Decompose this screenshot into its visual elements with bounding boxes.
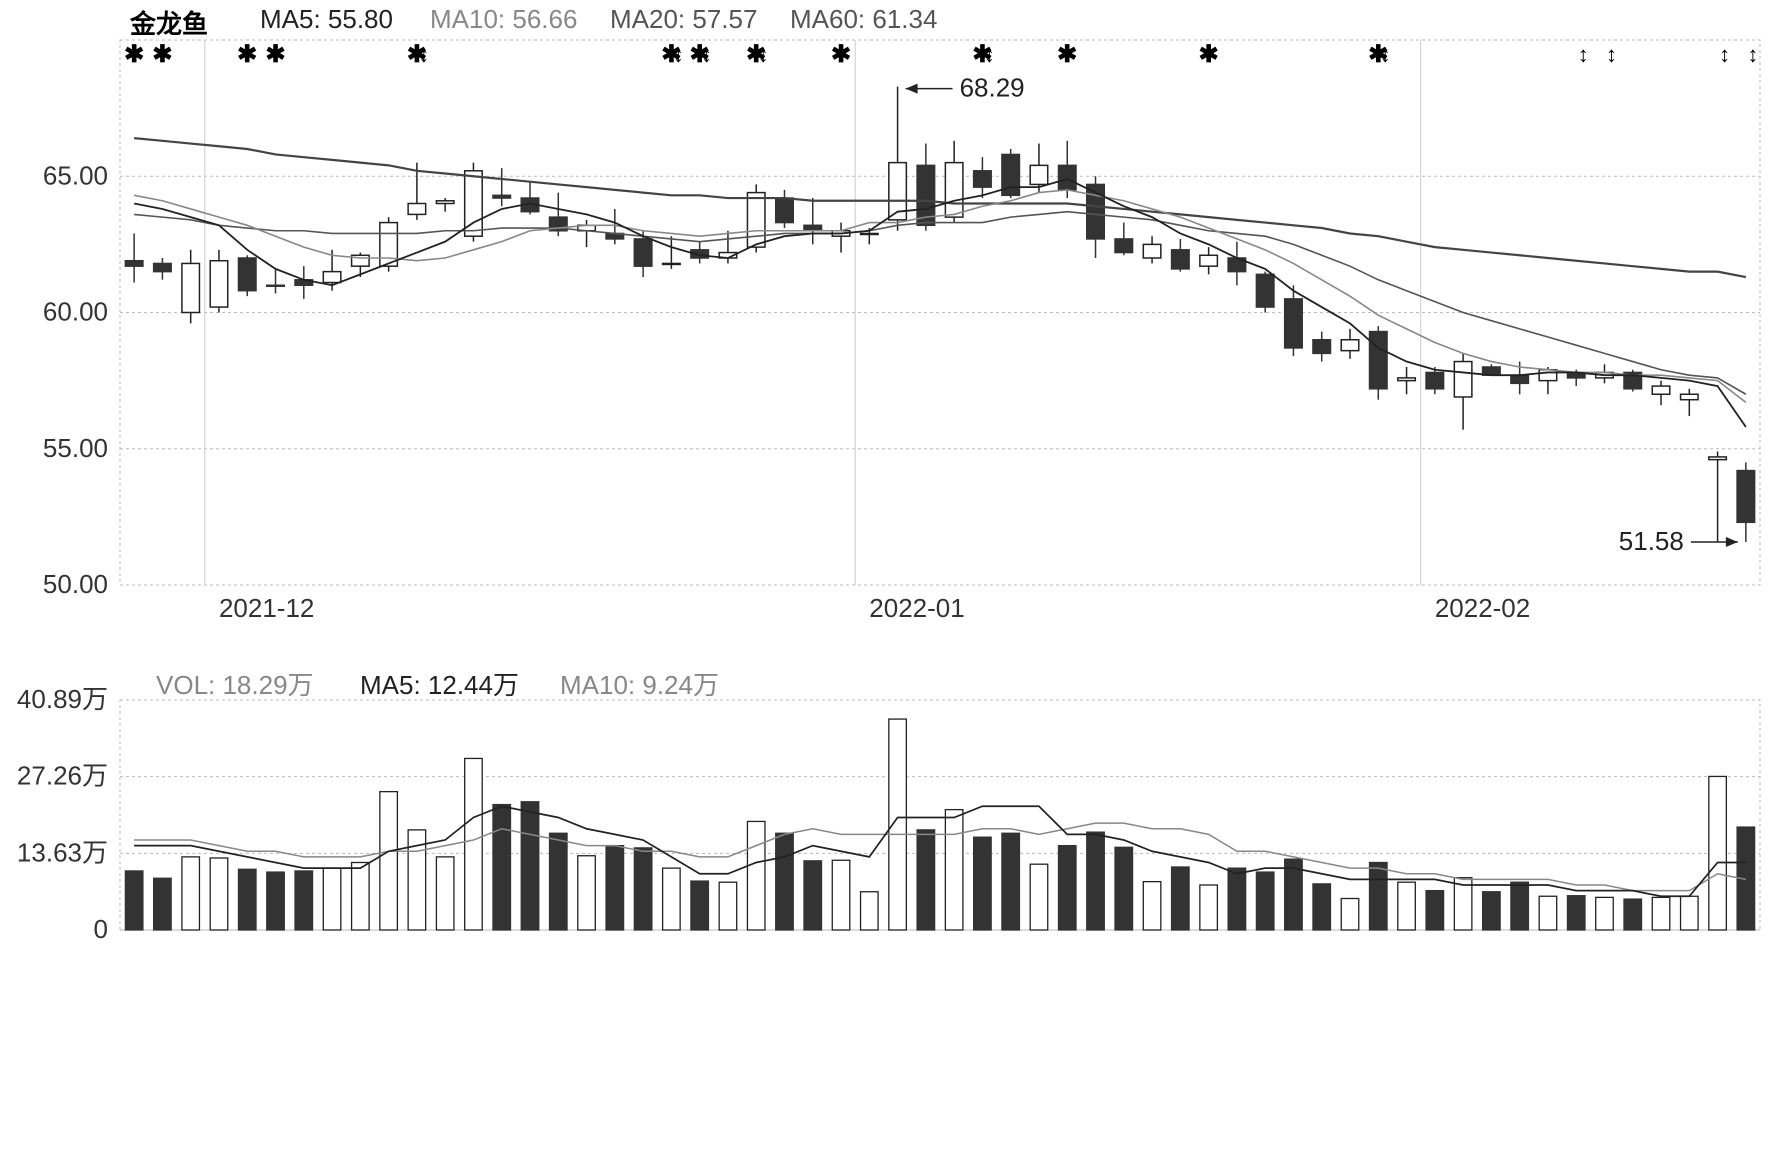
svg-text:↕: ↕ bbox=[1747, 42, 1758, 67]
svg-text:↕: ↕ bbox=[1578, 42, 1589, 67]
svg-text:↕: ↕ bbox=[1606, 42, 1617, 67]
svg-text:↕: ↕ bbox=[673, 42, 684, 67]
chart-svg: 50.00 55.00 60.00 65.00 2021-12 2022-01 2022-0… bbox=[0, 0, 1772, 1153]
ma5-header: MA5: 55.80 bbox=[260, 4, 393, 35]
svg-text:0: 0 bbox=[94, 914, 108, 944]
svg-text:2022-02: 2022-02 bbox=[1435, 593, 1530, 623]
svg-text:27.26万: 27.26万 bbox=[17, 761, 108, 791]
svg-text:55.00: 55.00 bbox=[43, 433, 108, 463]
vol-ma5-header: MA5: 12.44万 bbox=[360, 665, 519, 702]
ma60-header: MA60: 61.34 bbox=[790, 4, 937, 35]
svg-text:68.29: 68.29 bbox=[960, 73, 1025, 103]
ma20-header: MA20: 57.57 bbox=[610, 4, 757, 35]
svg-text:✱: ✱ bbox=[237, 41, 257, 68]
svg-text:13.63万: 13.63万 bbox=[17, 837, 108, 867]
vol-ma10-header: MA10: 9.24万 bbox=[560, 665, 719, 702]
svg-text:60.00: 60.00 bbox=[43, 297, 108, 327]
svg-text:✱: ✱ bbox=[152, 41, 172, 68]
svg-text:↕: ↕ bbox=[984, 42, 995, 67]
stock-title: 金龙鱼 bbox=[130, 4, 208, 41]
svg-text:2021-12: 2021-12 bbox=[219, 593, 314, 623]
svg-text:✱: ✱ bbox=[124, 41, 144, 68]
svg-text:↕: ↕ bbox=[418, 42, 429, 67]
svg-text:↕: ↕ bbox=[1380, 42, 1391, 67]
vol-header: VOL: 18.29万 bbox=[156, 665, 314, 702]
svg-text:51.58: 51.58 bbox=[1619, 526, 1684, 556]
svg-text:✱: ✱ bbox=[1057, 41, 1077, 68]
svg-text:✱: ✱ bbox=[831, 41, 851, 68]
svg-text:✱: ✱ bbox=[1199, 41, 1219, 68]
svg-text:↕: ↕ bbox=[701, 42, 712, 67]
svg-text:50.00: 50.00 bbox=[43, 569, 108, 599]
svg-text:65.00: 65.00 bbox=[43, 160, 108, 190]
svg-text:2022-01: 2022-01 bbox=[869, 593, 964, 623]
svg-text:↕: ↕ bbox=[1719, 42, 1730, 67]
ma10-header: MA10: 56.66 bbox=[430, 4, 577, 35]
svg-text:40.89万: 40.89万 bbox=[17, 684, 108, 714]
chart-container: 金龙鱼 MA5: 55.80 MA10: 56.66 MA20: 57.57 M… bbox=[0, 0, 1772, 1153]
svg-text:↕: ↕ bbox=[758, 42, 769, 67]
svg-text:✱: ✱ bbox=[265, 41, 285, 68]
